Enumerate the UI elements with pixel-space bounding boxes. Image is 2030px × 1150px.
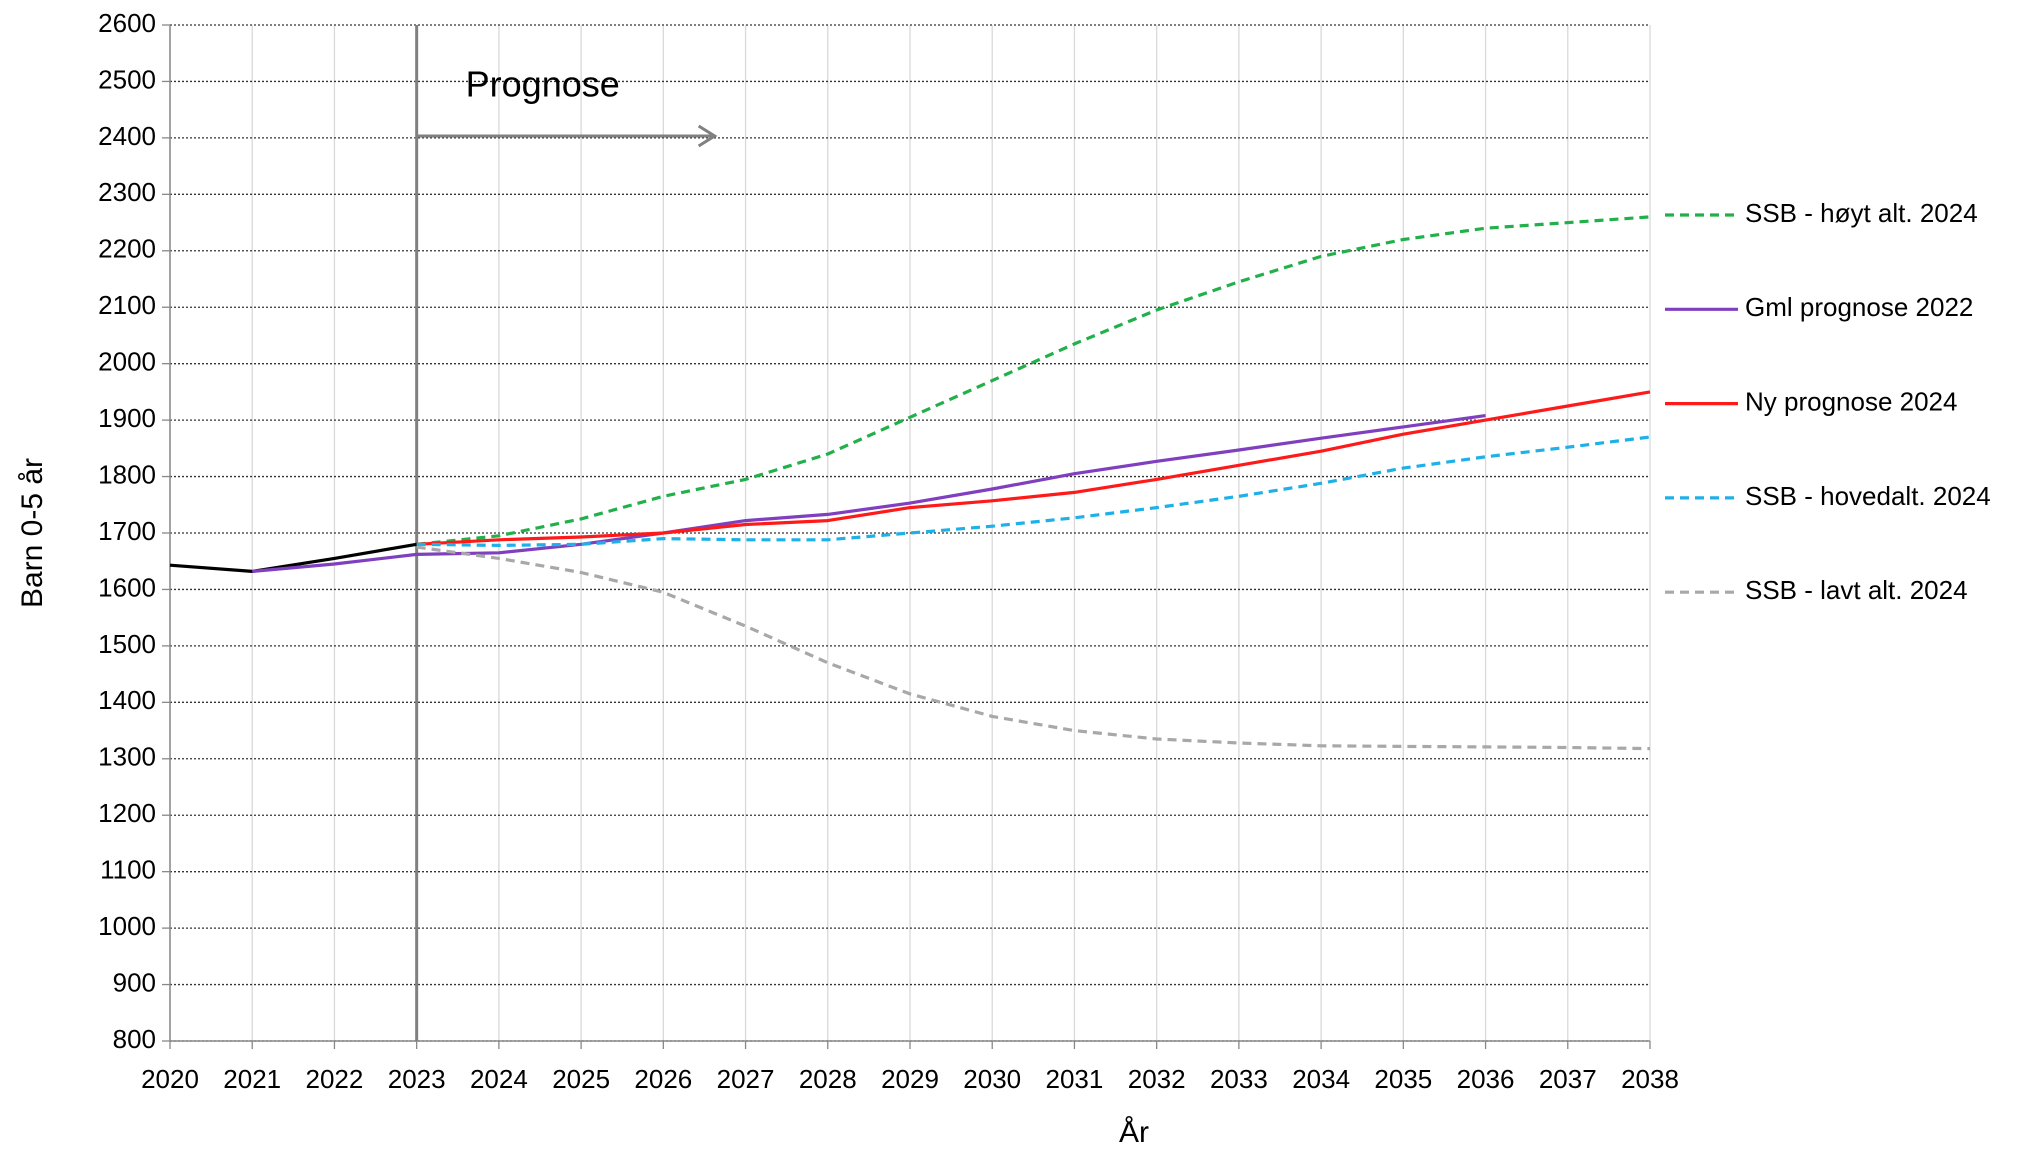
y-tick-label: 2300 [98, 177, 156, 207]
y-tick-label: 800 [113, 1024, 156, 1054]
x-tick-label: 2020 [141, 1064, 199, 1094]
x-tick-label: 2022 [306, 1064, 364, 1094]
x-tick-label: 2023 [388, 1064, 446, 1094]
x-tick-label: 2030 [963, 1064, 1021, 1094]
y-tick-label: 1100 [100, 855, 156, 885]
y-tick-label: 1000 [98, 911, 156, 941]
y-tick-label: 1700 [98, 516, 156, 546]
series-line [252, 414, 1486, 573]
x-tick-label: 2033 [1210, 1064, 1268, 1094]
legend-label: SSB - høyt alt. 2024 [1745, 198, 1978, 228]
y-tick-label: 1300 [98, 742, 156, 772]
y-tick-label: 2200 [98, 234, 156, 264]
series-line [416, 390, 1651, 546]
y-tick-label: 1600 [98, 572, 156, 602]
y-tick-label: 1500 [98, 629, 156, 659]
x-tick-label: 2021 [223, 1064, 281, 1094]
y-tick-label: 2400 [98, 121, 156, 151]
series-line [416, 215, 1651, 546]
y-tick-label: 900 [113, 967, 156, 997]
y-tick-label: 2000 [98, 347, 156, 377]
x-tick-label: 2036 [1457, 1064, 1515, 1094]
legend-label: SSB - hovedalt. 2024 [1745, 481, 1991, 511]
x-tick-label: 2031 [1046, 1064, 1104, 1094]
x-tick-label: 2032 [1128, 1064, 1186, 1094]
x-tick-label: 2034 [1292, 1064, 1350, 1094]
y-axis-title: Barn 0-5 år [16, 458, 49, 608]
x-tick-label: 2035 [1374, 1064, 1432, 1094]
y-tick-label: 2100 [98, 290, 156, 320]
y-tick-label: 1900 [98, 403, 156, 433]
x-tick-label: 2025 [552, 1064, 610, 1094]
x-axis-title: År [1119, 1116, 1149, 1149]
y-tick-label: 2600 [98, 8, 156, 38]
x-tick-label: 2026 [634, 1064, 692, 1094]
legend-label: Ny prognose 2024 [1745, 386, 1957, 416]
x-tick-label: 2024 [470, 1064, 528, 1094]
legend-label: SSB - lavt alt. 2024 [1745, 575, 1968, 605]
x-tick-label: 2029 [881, 1064, 939, 1094]
series-line [416, 545, 1651, 751]
x-tick-label: 2037 [1539, 1064, 1597, 1094]
legend-label: Gml prognose 2022 [1745, 292, 1973, 322]
y-tick-label: 1200 [98, 798, 156, 828]
x-tick-label: 2038 [1621, 1064, 1679, 1094]
y-tick-label: 1800 [98, 459, 156, 489]
y-tick-label: 2500 [98, 64, 156, 94]
series-line [169, 542, 417, 573]
x-tick-label: 2028 [799, 1064, 857, 1094]
series-line [416, 435, 1651, 547]
y-tick-label: 1400 [98, 685, 156, 715]
annotation-arrowhead [697, 124, 718, 148]
x-tick-label: 2027 [717, 1064, 775, 1094]
annotation: Prognose [466, 64, 620, 105]
